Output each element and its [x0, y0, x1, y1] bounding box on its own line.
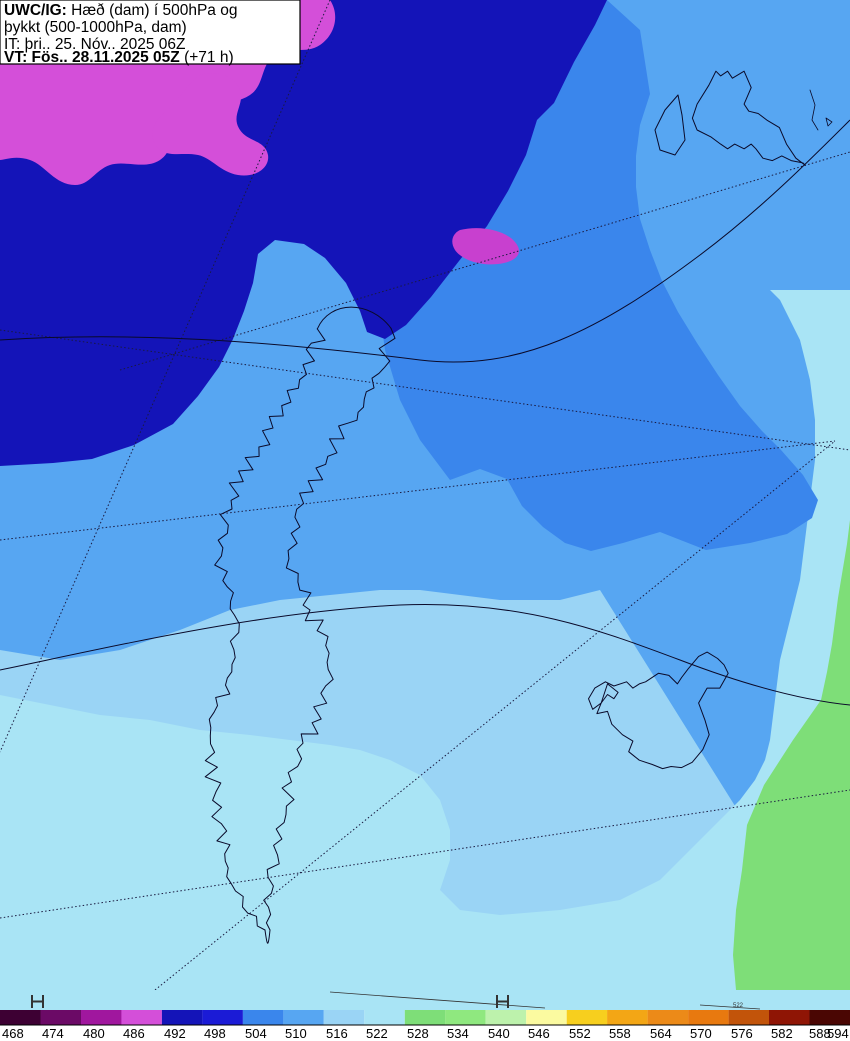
svg-text:þykkt (500-1000hPa, dam): þykkt (500-1000hPa, dam) [4, 19, 187, 36]
svg-text:UWC/IG: Hæð (dam) í 500hPa og: UWC/IG: Hæð (dam) í 500hPa og [4, 2, 237, 19]
svg-text:534: 534 [447, 1026, 469, 1041]
svg-text:576: 576 [731, 1026, 753, 1041]
svg-text:486: 486 [123, 1026, 145, 1041]
svg-text:546: 546 [528, 1026, 550, 1041]
svg-text:492: 492 [164, 1026, 186, 1041]
svg-text:VT: Fös.. 28.11.2025 05Z (+71: VT: Fös.. 28.11.2025 05Z (+71 h) [4, 49, 234, 66]
svg-text:528: 528 [407, 1026, 429, 1041]
svg-text:564: 564 [650, 1026, 672, 1041]
svg-text:558: 558 [609, 1026, 631, 1041]
svg-text:540: 540 [488, 1026, 510, 1041]
svg-text:474: 474 [42, 1026, 64, 1041]
svg-text:468: 468 [2, 1026, 24, 1041]
svg-text:522: 522 [733, 1003, 744, 1009]
svg-text:516: 516 [326, 1026, 348, 1041]
svg-text:504: 504 [245, 1026, 267, 1041]
svg-text:522: 522 [366, 1026, 388, 1041]
svg-text:582: 582 [771, 1026, 793, 1041]
svg-text:570: 570 [690, 1026, 712, 1041]
svg-text:594: 594 [827, 1026, 849, 1041]
svg-text:510: 510 [285, 1026, 307, 1041]
svg-text:498: 498 [204, 1026, 226, 1041]
svg-text:552: 552 [569, 1026, 591, 1041]
svg-text:480: 480 [83, 1026, 105, 1041]
